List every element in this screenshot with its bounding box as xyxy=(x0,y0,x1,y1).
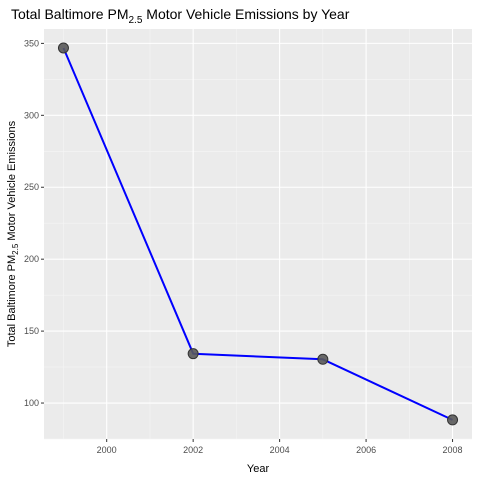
x-axis-ticks: 2000 2002 2004 2006 2008 xyxy=(97,439,463,455)
plot-panel xyxy=(44,29,472,439)
y-tick-label: 200 xyxy=(24,254,39,264)
data-points xyxy=(57,42,459,426)
y-tick-label: 250 xyxy=(24,182,39,192)
series-line-group xyxy=(62,47,453,421)
gridlines xyxy=(44,29,472,440)
y-tick-label: 300 xyxy=(24,110,39,120)
data-point-2005 xyxy=(317,353,329,365)
y-tick-label: 100 xyxy=(24,398,39,408)
y-axis-ticks: 100 150 200 250 300 350 xyxy=(24,38,44,408)
x-tick-label: 2000 xyxy=(97,445,117,455)
x-tick-label: 2006 xyxy=(356,445,376,455)
data-point-2008 xyxy=(447,414,459,426)
y-tick-label: 350 xyxy=(24,38,39,48)
y-axis-title: Total Baltimore PM2.5 Motor Vehicle Emis… xyxy=(6,120,20,347)
x-tick-label: 2008 xyxy=(443,445,463,455)
emissions-series-line xyxy=(62,47,453,421)
data-point-2002 xyxy=(187,348,199,360)
x-axis-title: Year xyxy=(247,463,270,475)
data-point-1999 xyxy=(57,42,69,54)
x-tick-label: 2002 xyxy=(183,445,203,455)
y-tick-label: 150 xyxy=(24,326,39,336)
chart-title: Total Baltimore PM2.5 Motor Vehicle Emis… xyxy=(11,6,350,26)
x-tick-label: 2004 xyxy=(270,445,290,455)
